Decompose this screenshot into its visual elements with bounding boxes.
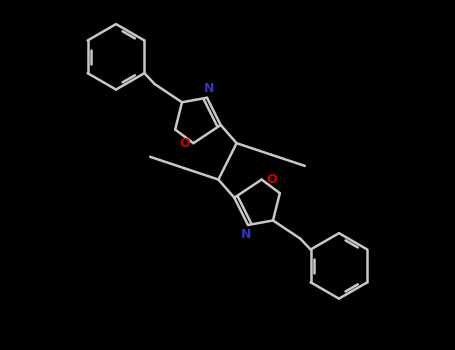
Text: O: O	[179, 137, 190, 150]
Text: O: O	[266, 173, 277, 186]
Text: N: N	[204, 82, 214, 95]
Text: N: N	[241, 229, 251, 241]
